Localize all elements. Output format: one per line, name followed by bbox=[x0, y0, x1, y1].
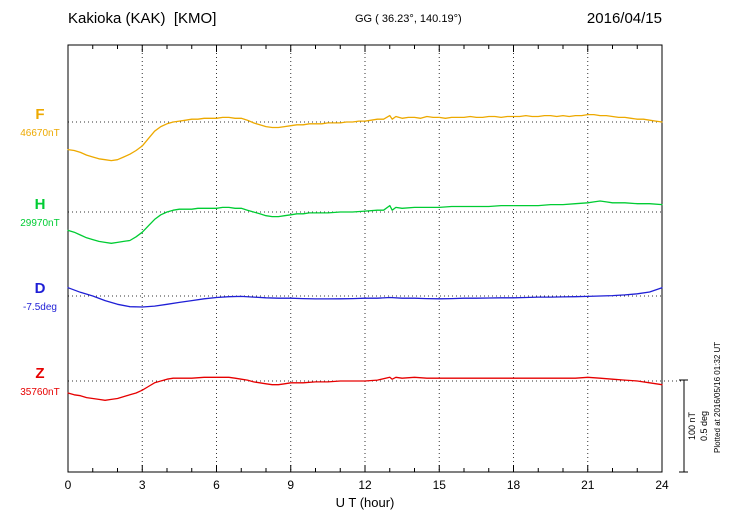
channel-baseline-f: 46670nT bbox=[20, 128, 60, 139]
x-tick-label: 12 bbox=[358, 478, 372, 492]
x-tick-label: 15 bbox=[432, 478, 446, 492]
channel-label-d: D bbox=[34, 280, 46, 297]
x-tick-label: 6 bbox=[213, 478, 220, 492]
scale-bar-label-deg: 0.5 deg bbox=[699, 410, 709, 442]
gg-coordinates: GG ( 36.23°, 140.19°) bbox=[355, 13, 462, 25]
trace-d bbox=[67, 287, 663, 308]
channel-baseline-d: -7.5deg bbox=[23, 302, 57, 313]
x-tick-label: 21 bbox=[581, 478, 595, 492]
x-tick-label: 3 bbox=[138, 478, 146, 492]
channel-label-h: H bbox=[34, 196, 46, 213]
station-title: Kakioka (KAK) [KMO] bbox=[68, 10, 217, 27]
channel-label-z: Z bbox=[35, 365, 45, 382]
channel-baseline-z: 35760nT bbox=[20, 387, 60, 398]
plot-border bbox=[67, 44, 663, 473]
x-tick-label: 18 bbox=[506, 478, 521, 492]
channel-baseline-h: 29970nT bbox=[20, 218, 60, 229]
x-axis-label: U T (hour) bbox=[335, 495, 395, 510]
channel-label-f: F bbox=[35, 106, 45, 123]
plotted-at-note: Plotted at 2016/05/16 01:32 UT bbox=[713, 341, 722, 453]
x-tick-label: 0 bbox=[64, 478, 72, 492]
trace-f bbox=[67, 113, 663, 162]
trace-z bbox=[67, 376, 663, 401]
trace-h bbox=[67, 200, 663, 244]
plot-date: 2016/04/15 bbox=[586, 10, 662, 27]
x-tick-label: 24 bbox=[655, 478, 669, 492]
x-tick-label: 9 bbox=[287, 478, 295, 492]
scale-bar-label-nt: 100 nT bbox=[687, 411, 697, 441]
